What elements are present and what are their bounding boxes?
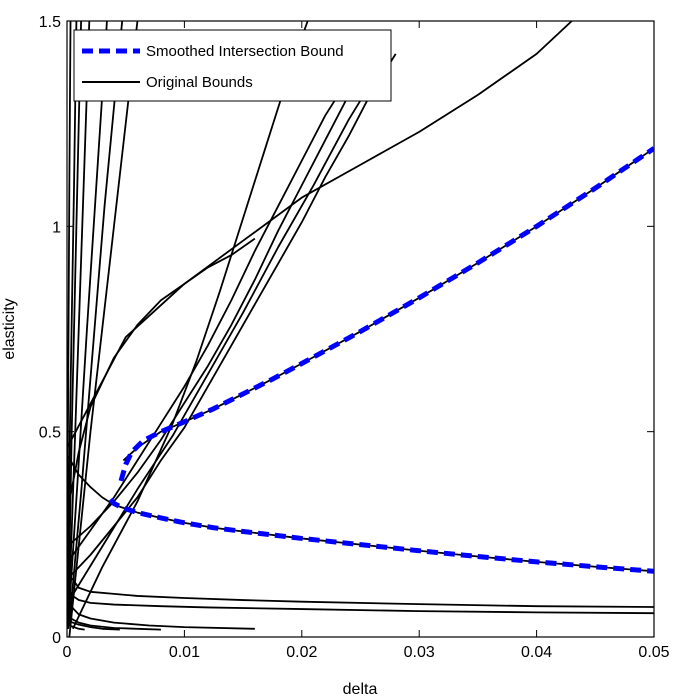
series-layer <box>67 21 654 637</box>
smoothed-bound-line-0 <box>118 146 654 482</box>
original-bound-line-12 <box>67 21 91 629</box>
original-bound-line-21 <box>67 623 85 631</box>
y-axis-label: elasticity <box>1 298 18 359</box>
original-bound-line-14 <box>67 21 78 629</box>
original-bound-line-13 <box>67 21 82 629</box>
legend-label-original: Original Bounds <box>146 74 253 91</box>
x-tick-label: 0.02 <box>286 644 317 661</box>
original-bound-line-17 <box>67 587 654 615</box>
x-tick-label: 0.04 <box>521 644 552 661</box>
legend-box <box>73 29 392 102</box>
original-bound-line-8 <box>72 21 309 630</box>
x-tick-label: 0.01 <box>169 644 200 661</box>
y-tick-label: 1 <box>52 219 61 236</box>
smoothed-bound-line-1 <box>108 497 654 574</box>
original-bound-line-5 <box>67 78 350 564</box>
y-tick-label: 0.5 <box>39 425 61 442</box>
x-axis-label: delta <box>343 681 378 698</box>
x-tick-label: 0.03 <box>404 644 435 661</box>
original-bound-line-7 <box>67 61 385 605</box>
legend-label-smoothed: Smoothed Intersection Bound <box>146 43 344 60</box>
original-bound-line-9 <box>68 21 139 637</box>
original-bound-line-15 <box>67 21 72 596</box>
original-bound-line-19 <box>67 615 161 631</box>
original-bound-line-16 <box>67 574 654 608</box>
original-bound-line-2 <box>67 237 256 514</box>
original-bound-line-3 <box>67 21 573 449</box>
original-bound-line-6 <box>67 53 397 581</box>
ticks: 0 0.01 0.02 0.03 0.04 0.05 0 0.5 1 1.5 <box>39 14 670 661</box>
y-tick-label: 1.5 <box>39 14 61 31</box>
y-tick-label: 0 <box>52 630 61 647</box>
original-bound-line-20 <box>67 619 120 631</box>
legend: Smoothed Intersection Bound Original Bou… <box>73 29 392 102</box>
original-bound-line-18 <box>67 599 255 630</box>
x-tick-label: 0.05 <box>638 644 669 661</box>
original-bound-line-4 <box>67 57 373 548</box>
x-tick-label: 0 <box>63 644 72 661</box>
